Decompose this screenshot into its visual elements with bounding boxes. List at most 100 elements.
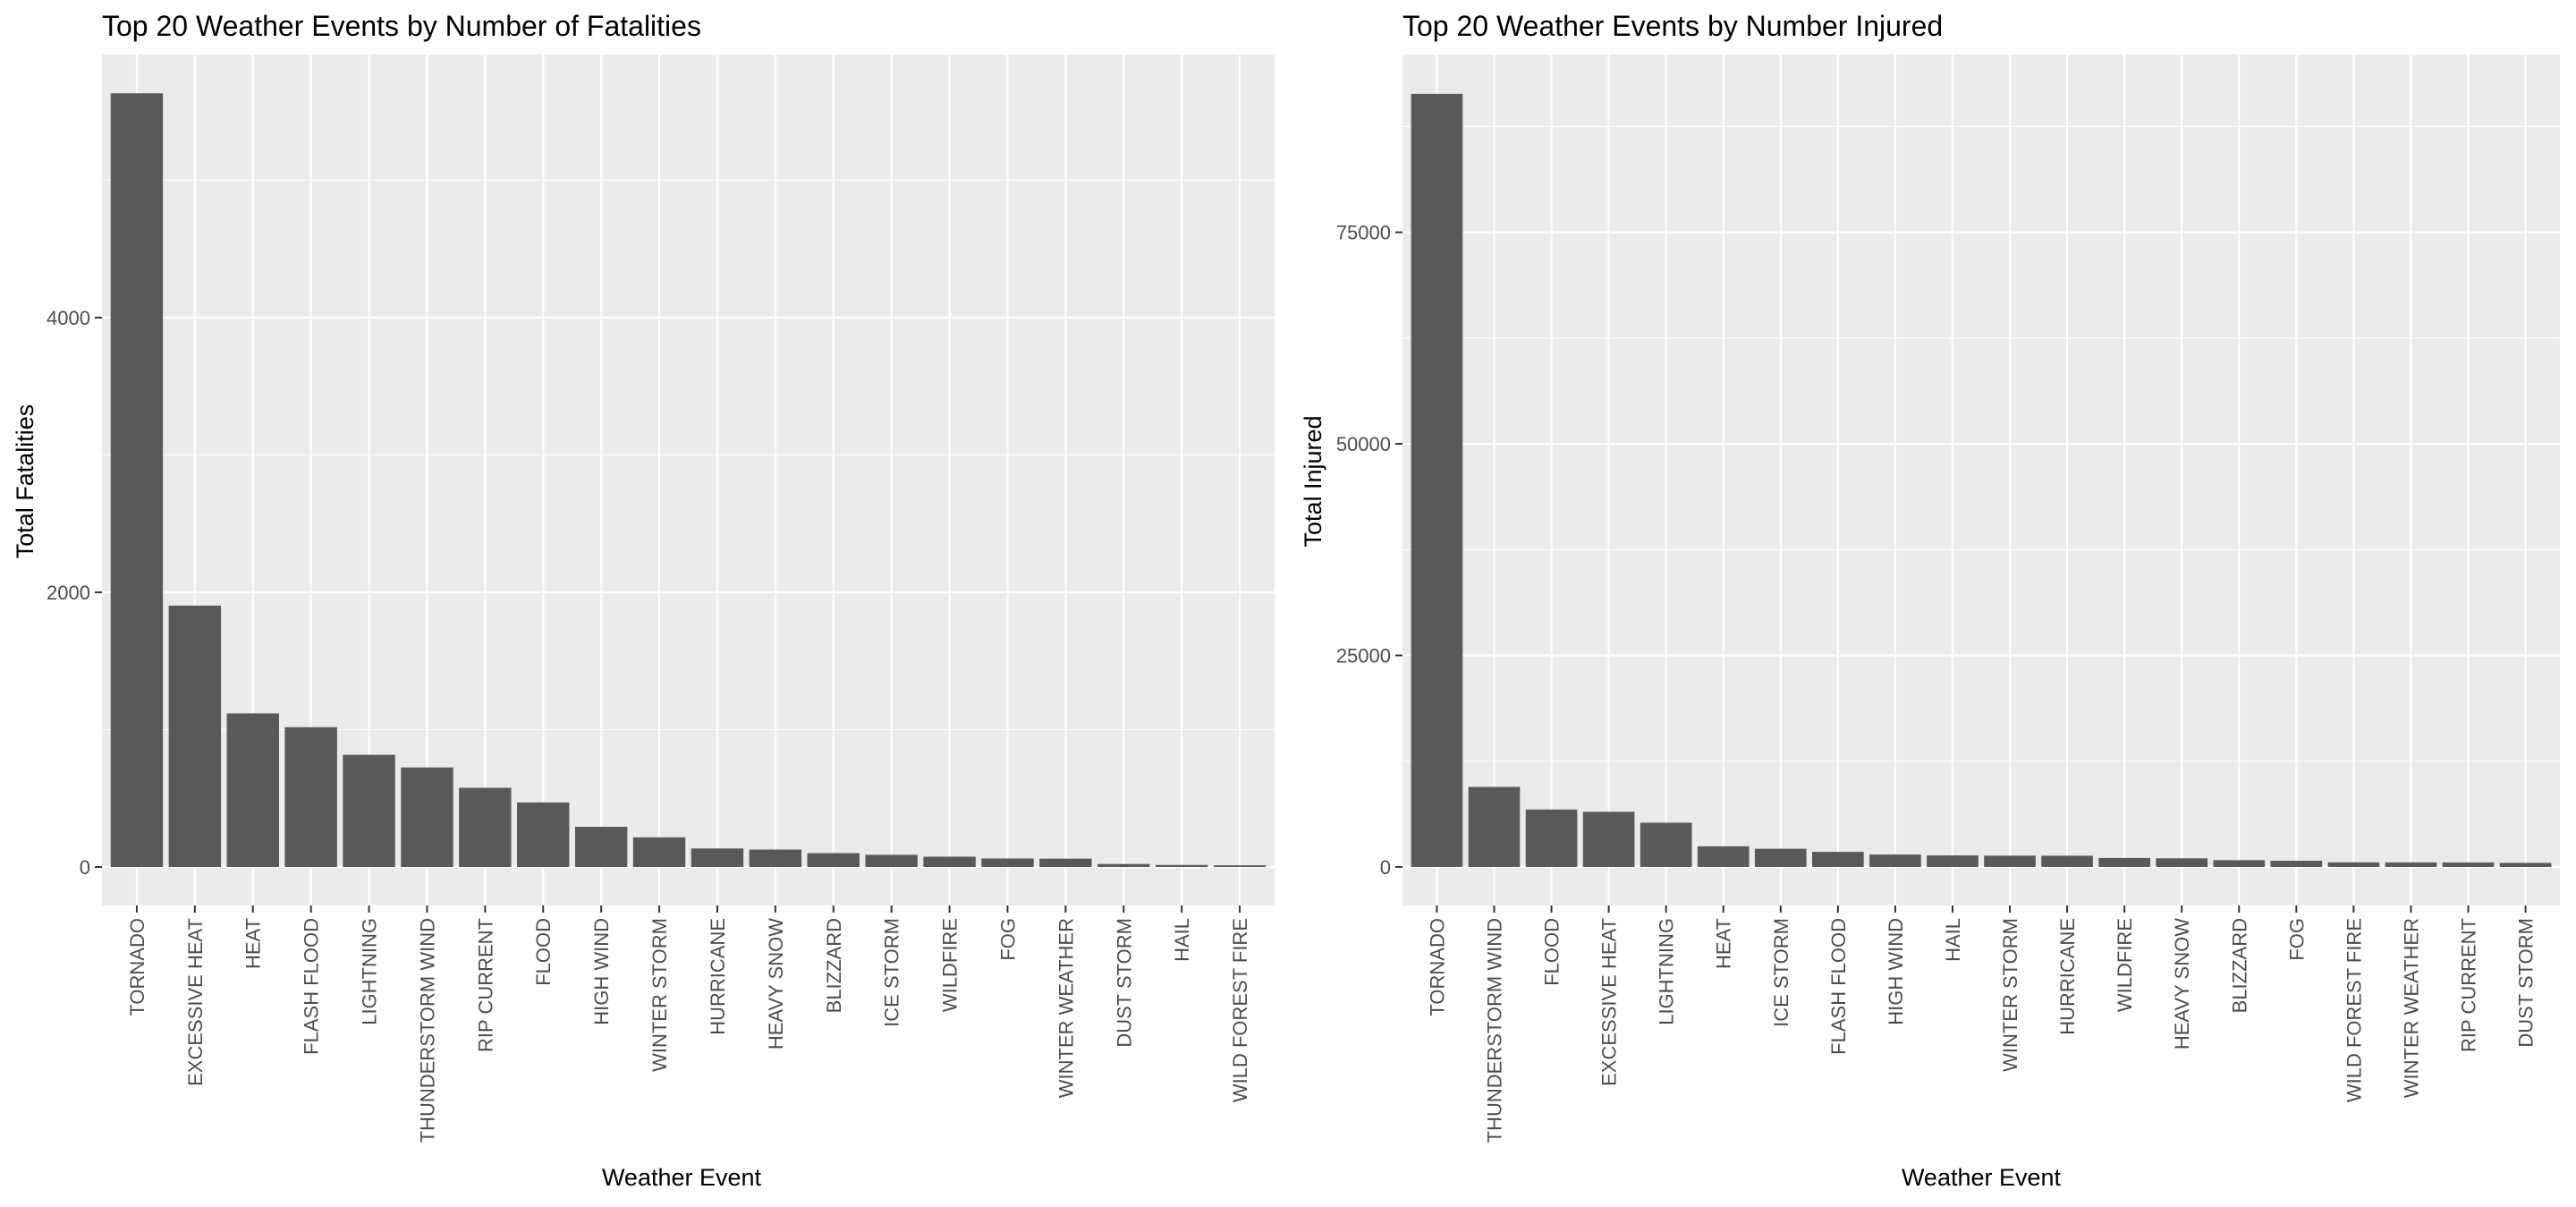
injured-x-tick-label: FLASH FLOOD [1827, 918, 1850, 1055]
injured-bar [1468, 786, 1521, 867]
injured-bar [2270, 861, 2323, 867]
fatalities-bar [343, 754, 395, 868]
injured-x-tick-label: BLIZZARD [2228, 918, 2250, 1013]
injured-x-tick-label: HURRICANE [2056, 918, 2079, 1035]
injured-x-tick-label: ICE STORM [1770, 918, 1792, 1027]
injured-bar [2385, 862, 2437, 867]
fatalities-bar [401, 767, 453, 868]
fatalities-x-tick-label: THUNDERSTORM WIND [416, 918, 438, 1143]
injured-x-tick-label: EXCESSIVE HEAT [1598, 918, 1621, 1086]
injured-bar [1927, 854, 1979, 867]
injured-y-axis-title: Total Injured [1300, 415, 1326, 547]
injured-bar [1869, 854, 1921, 867]
injured-bar [2098, 857, 2150, 867]
fatalities-bar [632, 837, 686, 868]
fatalities-bar [749, 849, 802, 868]
injured-bar [1697, 846, 1750, 867]
fatalities-bar [1097, 863, 1150, 868]
fatalities-x-tick-label: HEAVY SNOW [765, 918, 787, 1050]
injured-bar [1812, 852, 1864, 867]
fatalities-chart-title: Top 20 Weather Events by Number of Fatal… [102, 10, 701, 42]
fatalities-x-tick-label: HIGH WIND [590, 918, 613, 1025]
injured-x-tick-label: LIGHTNING [1656, 918, 1678, 1025]
fatalities-x-tick-label: FLASH FLOOD [301, 918, 323, 1055]
fatalities-bar [1213, 865, 1267, 868]
injured-bar [1582, 812, 1635, 867]
fatalities-bar [807, 853, 860, 868]
fatalities-x-axis-title: Weather Event [602, 1164, 762, 1191]
fatalities-x-tick-label: WINTER STORM [648, 918, 671, 1072]
fatalities-bar [865, 854, 918, 868]
fatalities-x-tick-label: ICE STORM [881, 918, 903, 1027]
fatalities-bar [284, 727, 337, 868]
injured-x-axis-title: Weather Event [1902, 1164, 2062, 1191]
fatalities-y-tick-label: 2000 [47, 582, 90, 604]
injured-chart: Top 20 Weather Events by Number Injured … [1300, 10, 2560, 1191]
injured-x-tick-label: FLOOD [1541, 918, 1563, 986]
injured-x-tick-label: WILDFIRE [2114, 918, 2136, 1012]
fatalities-bar [981, 858, 1034, 868]
injured-y-tick-label: 50000 [1336, 433, 1391, 455]
injured-bar [2156, 858, 2208, 867]
fatalities-x-tick-label: WINTER WEATHER [1055, 918, 1077, 1098]
injured-x-tick-label: WILD FOREST FIRE [2343, 918, 2365, 1102]
injured-y-tick-label: 75000 [1336, 222, 1391, 244]
fatalities-x-tick-label: TORNADO [126, 918, 148, 1016]
injured-panel-background [1402, 55, 2560, 905]
fatalities-bar [691, 848, 744, 868]
fatalities-y-tick-label: 0 [80, 856, 90, 879]
injured-bar [1754, 848, 1807, 867]
fatalities-bar [923, 856, 976, 868]
fatalities-bar [168, 605, 222, 868]
fatalities-x-tick-label: WILDFIRE [939, 918, 962, 1012]
injured-y-tick-label: 25000 [1336, 645, 1391, 667]
injured-y-tick-label: 0 [1380, 856, 1391, 879]
injured-chart-title: Top 20 Weather Events by Number Injured [1402, 10, 1943, 42]
injured-bar [2327, 862, 2380, 867]
injured-x-tick-label: HAIL [1942, 918, 1964, 962]
injured-x-tick-label: THUNDERSTORM WIND [1483, 918, 1505, 1143]
injured-bar [1640, 822, 1692, 867]
injured-x-tick-label: WINTER STORM [1999, 918, 2021, 1072]
injured-plot-panel: 0 25000 50000 75000 TORNADO THUNDERSTORM WIND… [1336, 55, 2560, 1143]
injured-x-tick-label: TORNADO [1426, 918, 1448, 1016]
injured-bar [2442, 862, 2495, 867]
fatalities-plot-panel: 0 2000 4000 TORNADO EXCESSIVE HEAT HEAT FLASH … [47, 55, 1275, 1143]
injured-x-tick-label: RIP CURRENT [2458, 918, 2480, 1052]
fatalities-x-tick-label: HURRICANE [707, 918, 729, 1035]
injured-bar [2499, 863, 2552, 867]
injured-bar [1411, 93, 1463, 867]
fatalities-bar [459, 787, 512, 868]
fatalities-x-tick-label: RIP CURRENT [474, 918, 496, 1052]
injured-bar [2213, 860, 2266, 867]
injured-bar [1525, 809, 1578, 867]
fatalities-x-tick-label: DUST STORM [1113, 918, 1135, 1048]
injured-x-tick-label: FOG [2285, 918, 2308, 961]
fatalities-x-tick-label: EXCESSIVE HEAT [184, 918, 207, 1086]
fatalities-x-tick-label: WILD FOREST FIRE [1229, 918, 1251, 1102]
fatalities-bar [110, 93, 164, 868]
injured-x-tick-label: HEAVY SNOW [2171, 918, 2193, 1050]
fatalities-bar [517, 802, 570, 868]
injured-x-tick-label: DUST STORM [2515, 918, 2538, 1048]
injured-x-tick-label: HEAT [1713, 918, 1735, 969]
fatalities-x-tick-label: FOG [996, 918, 1019, 961]
fatalities-x-tick-label: HAIL [1171, 918, 1193, 962]
fatalities-x-tick-label: FLOOD [532, 918, 555, 986]
injured-x-tick-label: HIGH WIND [1885, 918, 1907, 1025]
fatalities-y-axis-title: Total Fatalities [12, 404, 38, 559]
fatalities-bar [574, 827, 628, 868]
fatalities-chart: Top 20 Weather Events by Number of Fatal… [12, 10, 1275, 1191]
injured-x-tick-label: WINTER WEATHER [2400, 918, 2422, 1098]
fatalities-bar [226, 713, 279, 868]
fatalities-x-tick-label: LIGHTNING [359, 918, 381, 1025]
injured-bar [2041, 855, 2093, 867]
fatalities-x-tick-label: HEAT [242, 918, 265, 969]
fatalities-bar [1155, 864, 1208, 868]
injured-bar [1984, 855, 2036, 867]
fatalities-x-tick-label: BLIZZARD [823, 918, 845, 1013]
fatalities-y-tick-label: 4000 [47, 307, 90, 329]
fatalities-bar [1039, 858, 1092, 868]
